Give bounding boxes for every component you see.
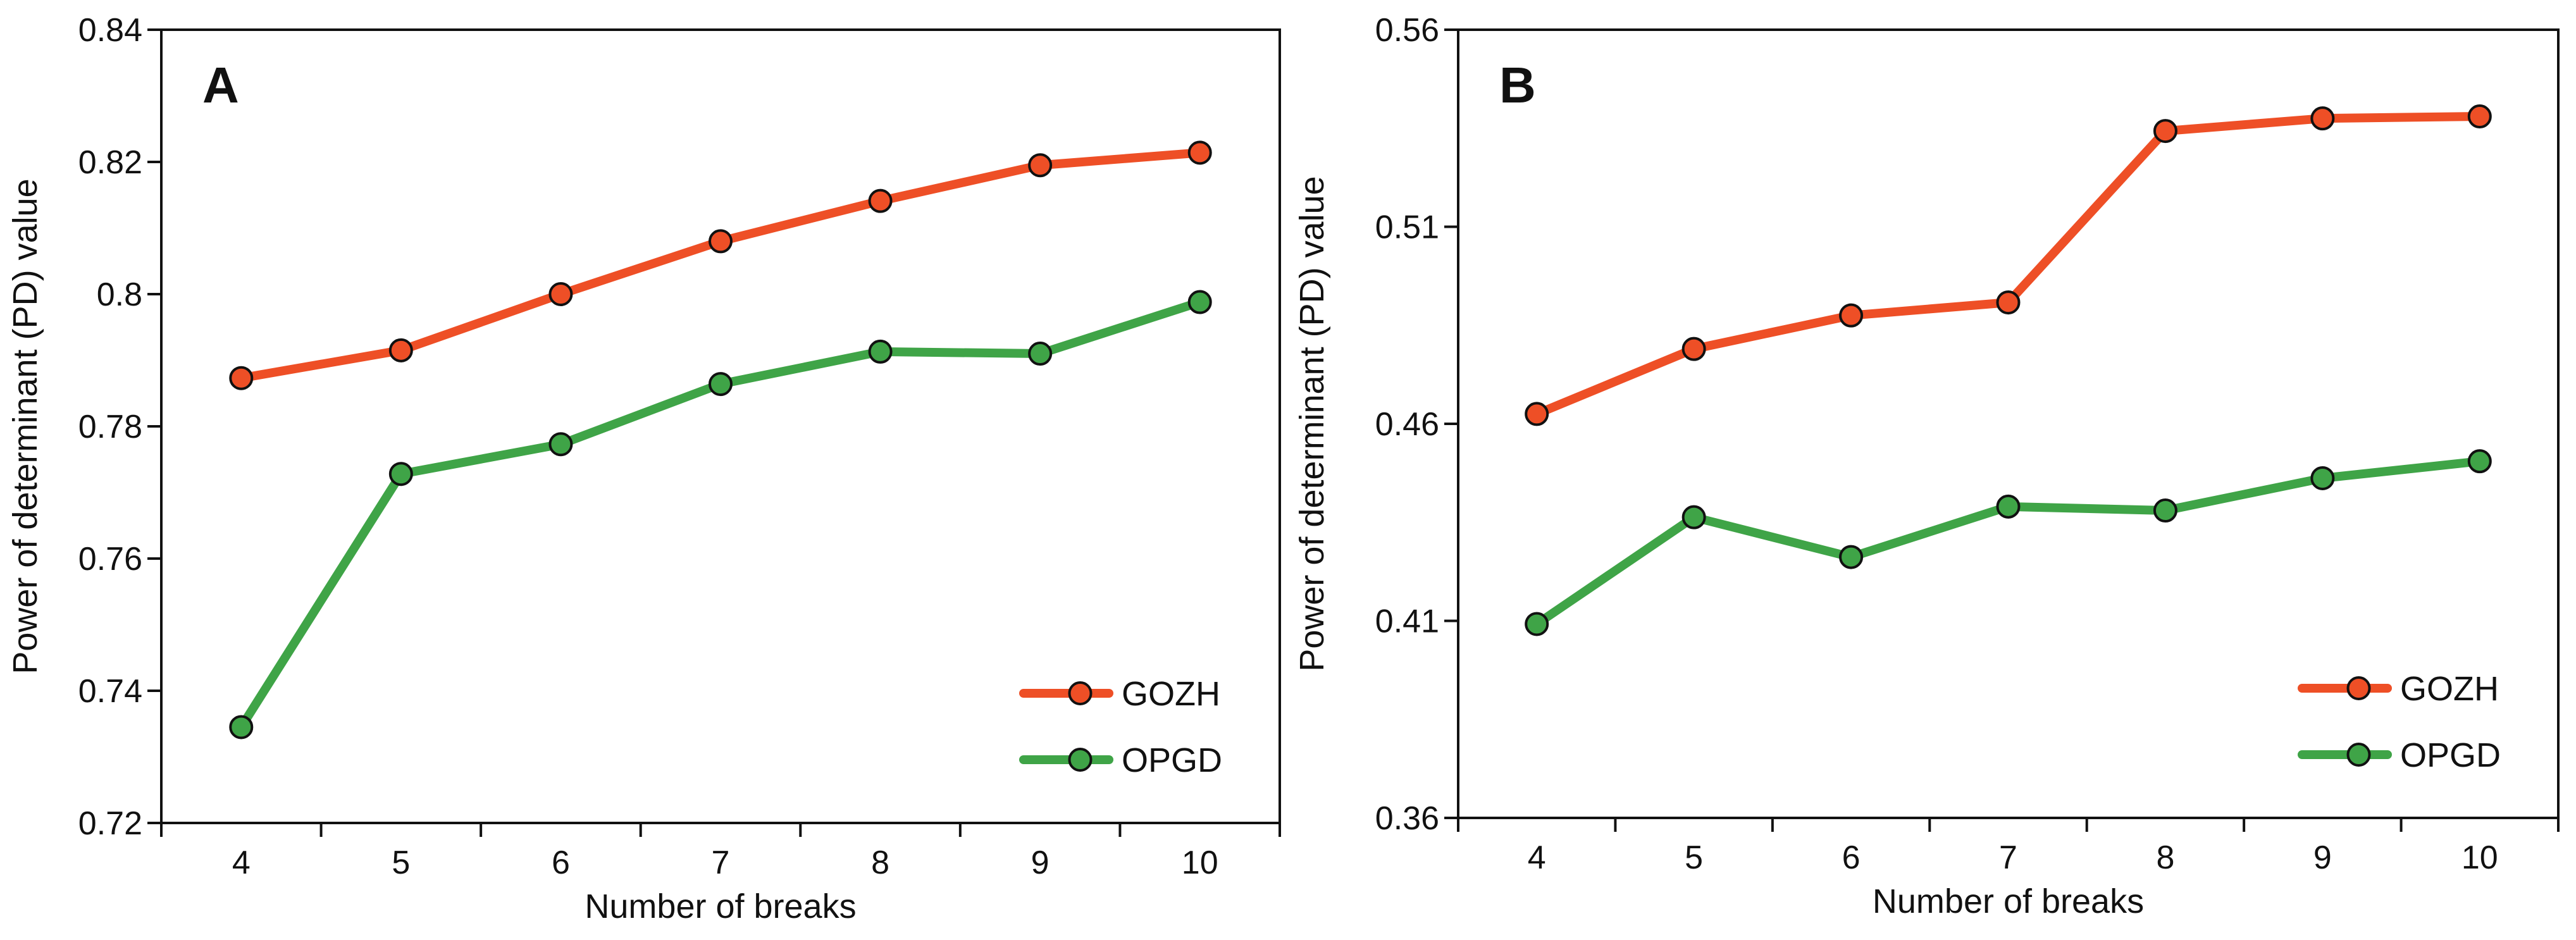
data-point-opgd <box>1839 545 1864 569</box>
legend-label-opgd: OPGD <box>1122 741 1222 779</box>
x-tick-label: 9 <box>1031 844 1050 881</box>
x-tick-label: 8 <box>871 844 889 881</box>
legend-swatch-marker <box>2346 676 2371 700</box>
y-tick-label: 0.76 <box>78 541 142 578</box>
y-tick-label: 0.74 <box>78 673 142 710</box>
series-line-opgd <box>1532 457 2484 629</box>
data-point-gozh <box>1681 337 1706 361</box>
data-point-gozh <box>229 366 254 390</box>
x-tick-label: 7 <box>1999 839 2017 876</box>
x-tick-label: 4 <box>232 844 251 881</box>
y-tick-label: 0.78 <box>78 409 142 445</box>
series-line-opgd <box>237 297 1204 732</box>
y-tick-label: 0.82 <box>78 144 142 181</box>
data-point-opgd <box>2467 449 2492 474</box>
y-tick-label: 0.46 <box>1375 406 1439 443</box>
data-point-gozh <box>1839 303 1864 328</box>
data-point-gozh <box>2153 119 2177 144</box>
x-tick-label: 10 <box>2461 839 2498 876</box>
y-tick-label: 0.36 <box>1375 800 1439 837</box>
data-point-opgd <box>548 432 573 457</box>
x-tick-label: 5 <box>392 844 410 881</box>
data-point-gozh <box>868 189 893 213</box>
legend-swatch-marker <box>1068 681 1093 705</box>
data-point-opgd <box>1028 342 1053 366</box>
panel-a: 0.72 0.74 0.76 0.78 0.8 0.82 0.84 4 5 6 7 8 9 10 Numbe… <box>6 12 1281 925</box>
x-tick-label: 8 <box>2156 839 2174 876</box>
plot-frame <box>1457 28 2560 819</box>
data-point-gozh <box>2310 106 2335 131</box>
data-point-opgd <box>1187 290 1212 314</box>
y-tick-label: 0.41 <box>1375 603 1439 640</box>
data-point-opgd <box>1525 612 1549 636</box>
data-point-gozh <box>548 282 573 306</box>
y-tick-label: 0.8 <box>97 276 142 313</box>
x-axis-title: Number of breaks <box>1873 882 2144 920</box>
legend-swatch-marker <box>2346 743 2371 767</box>
y-tick-label: 0.56 <box>1375 12 1439 49</box>
x-tick-label: 10 <box>1182 844 1218 881</box>
x-tick-label: 6 <box>552 844 570 881</box>
data-point-gozh <box>388 338 413 362</box>
series-line-gozh <box>1532 112 2484 419</box>
legend-label-opgd: OPGD <box>2400 736 2501 774</box>
y-axis-title: Power of determinant (PD) value <box>6 178 44 674</box>
data-point-opgd <box>1681 505 1706 529</box>
x-tick-label: 6 <box>1842 839 1861 876</box>
panel-b: 0.36 0.41 0.46 0.51 0.56 4 5 6 7 8 9 10 Number of br… <box>1293 12 2560 920</box>
x-axis-title: Number of breaks <box>585 887 856 925</box>
data-point-opgd <box>868 339 893 364</box>
x-tick-label: 5 <box>1685 839 1703 876</box>
panel-letter: B <box>1499 57 1536 113</box>
data-point-gozh <box>709 229 733 254</box>
data-point-gozh <box>1028 153 1053 178</box>
panel-letter: A <box>202 57 239 113</box>
y-tick-label: 0.84 <box>78 12 142 49</box>
y-axis-title: Power of determinant (PD) value <box>1293 176 1331 671</box>
plot-frame <box>160 28 1281 824</box>
data-point-gozh <box>1996 290 2021 315</box>
data-point-opgd <box>388 462 413 486</box>
data-point-opgd <box>229 715 254 739</box>
x-tick-label: 4 <box>1528 839 1546 876</box>
data-point-opgd <box>709 372 733 397</box>
data-point-gozh <box>2467 104 2492 129</box>
data-point-gozh <box>1187 140 1212 165</box>
data-point-opgd <box>2153 498 2177 523</box>
x-tick-label: 7 <box>712 844 730 881</box>
data-point-opgd <box>2310 466 2335 490</box>
x-tick-label: 9 <box>2313 839 2332 876</box>
legend-swatch-marker <box>1068 748 1093 772</box>
y-tick-label: 0.51 <box>1375 209 1439 246</box>
data-point-opgd <box>1996 494 2021 519</box>
legend-label-gozh: GOZH <box>1122 675 1220 713</box>
data-point-gozh <box>1525 402 1549 426</box>
y-tick-label: 0.72 <box>78 805 142 842</box>
legend-label-gozh: GOZH <box>2400 670 2499 708</box>
